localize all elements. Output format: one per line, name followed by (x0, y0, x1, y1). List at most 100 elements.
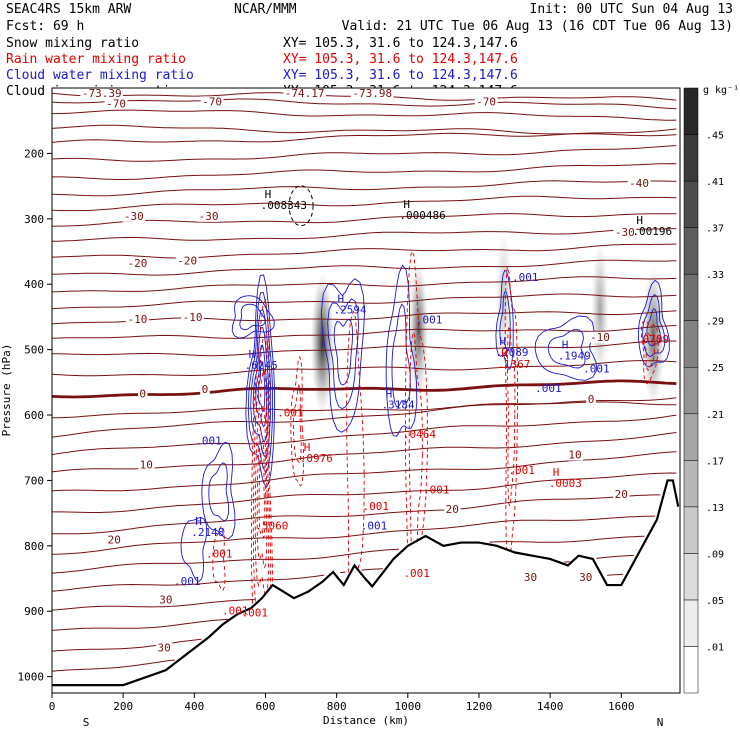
isotherm (52, 414, 677, 456)
max-value: .0709 (636, 333, 669, 346)
cloud-water-contour (534, 315, 598, 381)
contour-value: .001 (242, 606, 269, 619)
temperature-label: -40 (629, 177, 649, 190)
temp-label-bg (613, 227, 637, 239)
isotherm (52, 401, 677, 419)
temperature-label: 30 (159, 594, 172, 607)
cloud-water-contour (499, 290, 511, 352)
max-value: .2594 (334, 304, 367, 317)
cloud-water-contour (333, 318, 354, 386)
isotherm (52, 360, 677, 377)
max-mark: H (403, 198, 410, 211)
temp-label-bg (586, 393, 596, 405)
contour-value: .001 (583, 363, 610, 376)
isotherm (52, 276, 677, 293)
temp-label-bg (104, 98, 128, 110)
north-label: N (657, 716, 664, 729)
legend-label: Rain water mixing ratio (6, 52, 186, 67)
isotherm (340, 571, 346, 574)
x-tick-label: 1400 (537, 700, 564, 713)
colorbar-tick-label: .37 (706, 224, 724, 235)
isotherm (489, 535, 645, 543)
cloud-water-contour (327, 298, 359, 410)
legend-xy: XY= 105.3, 31.6 to 124.3,147.6 (283, 68, 518, 83)
temp-label-bg (350, 88, 394, 99)
x-tick-label: 600 (256, 700, 276, 713)
cloud-water-contour (180, 516, 208, 583)
y-tick-label: 400 (24, 278, 44, 291)
isotherm (52, 109, 677, 121)
colorbar: .01 .05 .09 .13 .17 .21 .25 .29 .33 .37 .41 .45 (683, 87, 724, 694)
colorbar-cell (683, 460, 699, 508)
y-axis-label: Pressure (hPa) (0, 344, 13, 437)
isotherm (52, 228, 677, 242)
isotherm (52, 659, 175, 672)
x-axis-label: Distance (km) (323, 714, 409, 727)
cloud-water-contour (646, 308, 661, 347)
cloud-water-contour (391, 303, 411, 408)
isotherm (52, 472, 677, 513)
x-tick-label: 1200 (466, 700, 493, 713)
colorbar-tick-label: .09 (706, 549, 724, 560)
cloud-water-contour (201, 441, 236, 540)
colorbar-cell (683, 366, 699, 415)
isotherm (52, 145, 677, 162)
isotherm (52, 340, 677, 357)
rain-water-contour (504, 266, 518, 567)
rain-water-contour (254, 368, 270, 598)
temperature-label: 30 (524, 571, 537, 584)
temperature-label: -74.17 (285, 87, 325, 100)
temp-label-bg (613, 488, 630, 500)
x-axis: 0 200 400 600 800 1000 1200 1400 1600 (49, 693, 635, 713)
plot-frame (51, 87, 681, 694)
y-tick-label: 600 (24, 409, 44, 422)
maxima-labels: H.008343 H.000486 H.00196H.2594H.6245H.318… (191, 188, 672, 539)
temperature-label: -30 (124, 210, 144, 223)
max-mark: H (636, 214, 643, 227)
max-value: .1949 (558, 349, 591, 362)
rain-water-contour (293, 383, 302, 464)
y-tick-label: 1000 (18, 671, 45, 684)
contour-value: .001 (195, 434, 222, 447)
isotherm (52, 515, 656, 555)
legend-label: Snow mixing ratio (6, 36, 139, 51)
max-value: .008343 (261, 199, 307, 212)
temperature-label: -70 (476, 95, 496, 108)
colorbar-cell (683, 413, 699, 461)
snow-plume (408, 260, 429, 400)
temperature-label: 10 (568, 449, 581, 462)
x-tick-label: 800 (327, 700, 347, 713)
colorbar-cell (683, 320, 699, 368)
temperature-label: -70 (202, 95, 222, 108)
snow-plume (591, 240, 609, 381)
colorbar-tick-label: .05 (706, 596, 724, 607)
temp-label-bg (137, 388, 148, 400)
temp-label-bg (588, 331, 612, 343)
max-mark: H (562, 338, 569, 351)
temp-label-bg (175, 255, 199, 267)
isotherm (564, 561, 570, 563)
colorbar-cell (683, 646, 699, 694)
colorbar-cell (683, 87, 699, 135)
colorbar-cell (683, 553, 699, 601)
temp-label-bg (200, 384, 210, 396)
y-tick-label: 900 (24, 605, 44, 618)
y-tick-label: 700 (24, 474, 44, 487)
isotherm (52, 325, 677, 339)
max-mark: H (499, 335, 506, 348)
cloud-water-contour (547, 329, 586, 369)
rain-water-contour (640, 319, 659, 385)
isotherm (607, 573, 624, 576)
isotherm (52, 638, 202, 652)
temp-label-bg (283, 88, 326, 99)
cloud-water-contour (231, 295, 275, 339)
temperature-label: 0 (202, 383, 209, 396)
colorbar-tick-label: .45 (706, 131, 724, 142)
legend-xy: XY= 105.3, 31.6 to 124.3,147.6 (283, 36, 518, 51)
isotherm (52, 574, 325, 592)
colorbar-cell (683, 599, 699, 647)
south-label: S (83, 716, 90, 729)
temperature-label: -70 (106, 97, 126, 110)
temp-label-bg (577, 571, 594, 583)
contour-value: .001 (363, 500, 390, 513)
